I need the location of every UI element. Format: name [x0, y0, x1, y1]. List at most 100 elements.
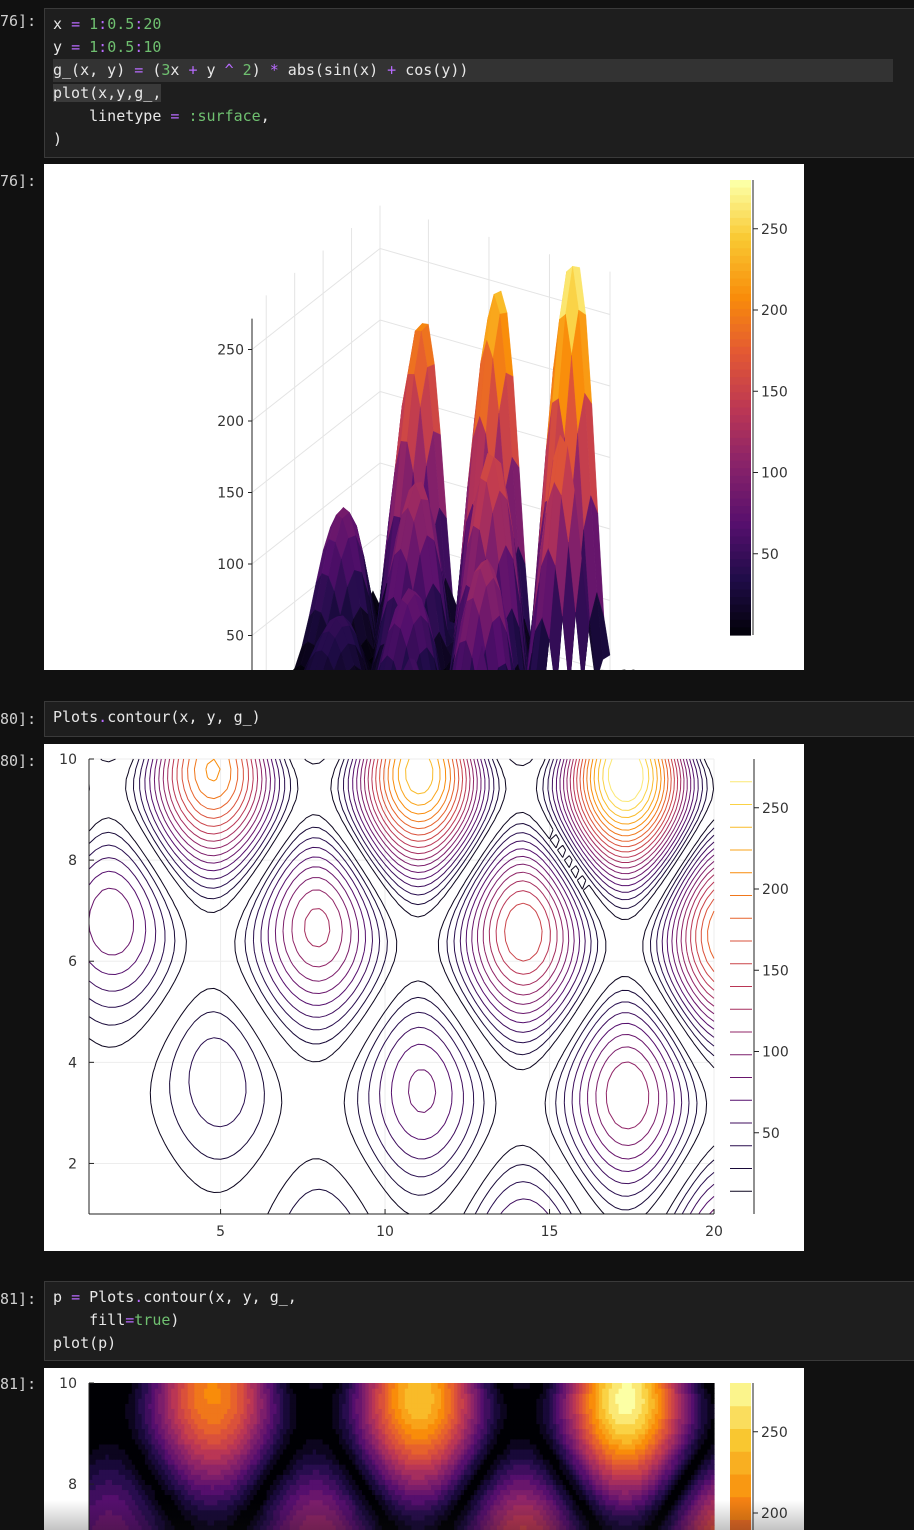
- filled-contour-cell: [651, 1438, 656, 1445]
- filled-contour-cell: [608, 1469, 613, 1475]
- filled-contour-cell: [404, 1433, 409, 1440]
- filled-contour-cell: [144, 1479, 149, 1485]
- filled-contour-cell: [306, 1504, 310, 1511]
- filled-contour-cell: [628, 1454, 633, 1460]
- filled-contour-cell: [710, 1448, 715, 1455]
- filled-contour-cell: [490, 1489, 495, 1496]
- filled-contour-cell: [552, 1484, 557, 1491]
- filled-contour-cell: [559, 1464, 564, 1470]
- code-cell-2[interactable]: Plots.contour(x, y, g_): [44, 701, 914, 737]
- filled-contour-cell: [677, 1479, 682, 1485]
- filled-contour-cell: [625, 1514, 630, 1521]
- filled-contour-cell: [496, 1524, 501, 1530]
- filled-contour-cell: [269, 1499, 274, 1506]
- filled-contour-cell: [141, 1504, 146, 1511]
- filled-contour-cell: [589, 1464, 593, 1470]
- filled-contour-cell: [519, 1459, 524, 1465]
- filled-contour-cell: [546, 1514, 551, 1521]
- filled-contour-cell: [230, 1504, 235, 1511]
- filled-contour-cell: [316, 1428, 320, 1435]
- filled-contour-cell: [404, 1499, 409, 1506]
- filled-contour-cell: [427, 1469, 432, 1475]
- filled-contour-cell: [595, 1494, 600, 1501]
- filled-contour-cell: [681, 1464, 685, 1470]
- filled-contour-cell: [332, 1489, 337, 1496]
- filled-contour-cell: [467, 1514, 472, 1521]
- filled-contour-cell: [302, 1464, 307, 1470]
- filled-contour-cell: [605, 1433, 610, 1440]
- filled-contour-cell: [283, 1428, 287, 1435]
- filled-contour-cell: [200, 1459, 205, 1465]
- filled-contour-cell: [253, 1428, 258, 1435]
- filled-contour-cell: [674, 1454, 679, 1460]
- filled-contour-cell: [167, 1519, 172, 1526]
- filled-contour-cell: [144, 1524, 149, 1530]
- filled-contour-cell: [371, 1479, 376, 1485]
- filled-contour-cell: [595, 1484, 600, 1491]
- filled-contour-cell: [197, 1509, 202, 1516]
- filled-contour-cell: [687, 1428, 692, 1435]
- code-editor-1[interactable]: x = 1:0.5:20 y = 1:0.5:10 g_(x, y) = (3x…: [45, 9, 914, 155]
- filled-contour-cell: [556, 1464, 560, 1470]
- filled-contour-cell: [154, 1459, 159, 1465]
- filled-contour-cell: [664, 1469, 669, 1475]
- filled-contour-cell: [207, 1454, 212, 1460]
- filled-contour-cell: [250, 1469, 255, 1475]
- filled-contour-cell: [316, 1464, 320, 1470]
- filled-contour-cell: [210, 1443, 215, 1450]
- filled-contour-cell: [651, 1504, 656, 1511]
- code-editor-3[interactable]: p = Plots.contour(x, y, g_, fill=true) p…: [45, 1282, 914, 1359]
- filled-contour-cell: [592, 1464, 597, 1470]
- filled-contour-cell: [286, 1494, 291, 1501]
- filled-contour-cell: [210, 1428, 215, 1435]
- filled-contour-cell: [667, 1464, 672, 1470]
- code-cell-1[interactable]: x = 1:0.5:20 y = 1:0.5:10 g_(x, y) = (3x…: [44, 8, 914, 158]
- colorbar-gradient-step: [730, 490, 751, 500]
- filled-contour-cell: [385, 1479, 389, 1485]
- filled-contour-cell: [467, 1494, 472, 1501]
- code-cell-3[interactable]: p = Plots.contour(x, y, g_, fill=true) p…: [44, 1281, 914, 1361]
- filled-contour-cell: [362, 1504, 366, 1511]
- filled-contour-cell: [510, 1438, 514, 1445]
- filled-contour-cell: [559, 1438, 564, 1445]
- filled-contour-cell: [161, 1494, 166, 1501]
- filled-contour-cell: [138, 1469, 143, 1475]
- filled-contour-cell: [135, 1524, 139, 1530]
- filled-contour-cell: [177, 1438, 182, 1445]
- filled-contour-cell: [121, 1484, 126, 1491]
- filled-contour-cell: [691, 1438, 695, 1445]
- filled-contour-cell: [615, 1428, 620, 1435]
- filled-contour-cell: [174, 1469, 179, 1475]
- filled-contour-cell: [289, 1509, 294, 1516]
- filled-contour-cell: [394, 1474, 399, 1480]
- filled-contour-cell: [368, 1443, 373, 1450]
- filled-contour-cell: [368, 1509, 373, 1516]
- filled-contour-cell: [102, 1519, 107, 1526]
- filled-contour-cell: [621, 1459, 626, 1465]
- filled-contour-cell: [464, 1519, 468, 1526]
- filled-contour-cell: [269, 1509, 274, 1516]
- filled-contour-cell: [424, 1514, 429, 1521]
- filled-contour-cell: [671, 1494, 676, 1501]
- filled-contour-cell: [296, 1479, 301, 1485]
- filled-contour-cell: [648, 1519, 653, 1526]
- filled-contour-cell: [348, 1423, 353, 1430]
- filled-contour-cell: [118, 1454, 123, 1460]
- filled-contour-cell: [250, 1514, 255, 1521]
- filled-contour-cell: [694, 1499, 699, 1506]
- filled-contour-cell: [549, 1519, 554, 1526]
- filled-contour-cell: [319, 1479, 324, 1485]
- filled-contour-cell: [539, 1484, 544, 1491]
- filled-contour-cell: [700, 1469, 705, 1475]
- filled-contour-cell: [404, 1474, 409, 1480]
- filled-contour-cell: [470, 1484, 475, 1491]
- filled-contour-cell: [227, 1489, 232, 1496]
- filled-contour-cell: [677, 1459, 682, 1465]
- filled-contour-cell: [141, 1464, 146, 1470]
- filled-contour-cell: [674, 1499, 679, 1506]
- code-editor-2[interactable]: Plots.contour(x, y, g_): [45, 702, 914, 733]
- filled-contour-cell: [171, 1423, 176, 1430]
- filled-contour-cell: [477, 1504, 482, 1511]
- filled-contour-cell: [582, 1524, 587, 1530]
- filled-contour-cell: [378, 1469, 383, 1475]
